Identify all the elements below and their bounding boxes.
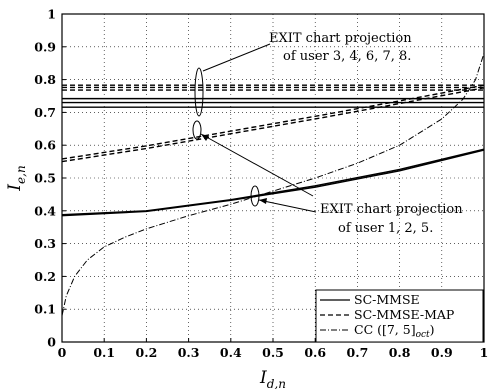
x-tick-label: 0.2 [136, 345, 158, 360]
series-line-solid [61, 148, 485, 216]
x-tick-label: 0 [58, 345, 67, 360]
annotation-bottom-line2: of user 1, 2, 5. [338, 221, 433, 236]
series-lines [61, 53, 485, 316]
y-tick-label: 0.4 [34, 203, 56, 218]
annotation-bottom-line1: EXIT chart projection [320, 202, 463, 217]
x-tick-label: 0.7 [347, 345, 369, 360]
x-tick-label: 0.8 [389, 345, 411, 360]
annotation-bottom-arrowhead-2 [259, 198, 267, 204]
x-tick-label: 1 [480, 345, 489, 360]
annotation-bottom-arrow-2 [258, 199, 317, 213]
annotation-mid-ellipse [192, 120, 202, 140]
y-axis-label: Ie,n [5, 165, 28, 191]
tick-labels: 0 0.1 0.2 0.3 0.4 0.5 0.6 0.7 0.8 0.9 1 0 0.1 0.2 0.3 0… [34, 7, 488, 361]
series-line-dashed [61, 84, 485, 160]
y-tick-label: 0 [47, 335, 56, 350]
x-tick-label: 0.6 [304, 345, 326, 360]
annotation-top-arrow [202, 43, 271, 72]
y-tick-label: 1 [47, 7, 56, 22]
legend-label-sc-mmse-map: SC-MMSE-MAP [354, 307, 454, 322]
annotation-bottom-ellipse [250, 185, 260, 207]
y-tick-label: 0.5 [34, 171, 56, 186]
series-line-solid [61, 149, 485, 217]
annotation-top: EXIT chart projection of user 3, 4, 6, 7… [192, 31, 412, 140]
x-tick-label: 0.4 [220, 345, 242, 360]
x-tick-label: 0.5 [262, 345, 284, 360]
x-tick-label: 0.9 [431, 345, 453, 360]
y-tick-label: 0.6 [34, 138, 56, 153]
y-tick-label: 0.7 [34, 105, 56, 120]
x-axis-label: Id,n [259, 368, 286, 389]
legend-label-sc-mmse: SC-MMSE [354, 292, 420, 307]
annotation-top-line2: of user 3, 4, 6, 7, 8. [283, 49, 411, 64]
legend-label-cc: CC ([7, 5]oct) [354, 322, 435, 340]
annotation-bottom-arrowhead-1 [201, 134, 209, 141]
y-tick-label: 0.1 [34, 302, 56, 317]
y-tick-label: 0.2 [34, 269, 56, 284]
series-line-dashed [61, 87, 485, 163]
annotation-top-line1: EXIT chart projection [269, 31, 412, 46]
annotation-bottom: EXIT chart projection of user 1, 2, 5. [200, 133, 463, 236]
x-tick-label: 0.3 [178, 345, 200, 360]
series-line-dashdot [61, 53, 485, 316]
x-tick-label: 0.1 [93, 345, 115, 360]
y-tick-label: 0.9 [34, 39, 56, 54]
y-tick-label: 0.8 [34, 72, 56, 87]
annotation-bottom-arrow-1 [200, 133, 314, 197]
legend: SC-MMSE SC-MMSE-MAP CC ([7, 5]oct) [315, 289, 484, 343]
y-tick-label: 0.3 [34, 236, 56, 251]
legend-box [315, 289, 484, 343]
annotation-top-ellipse [194, 67, 204, 117]
